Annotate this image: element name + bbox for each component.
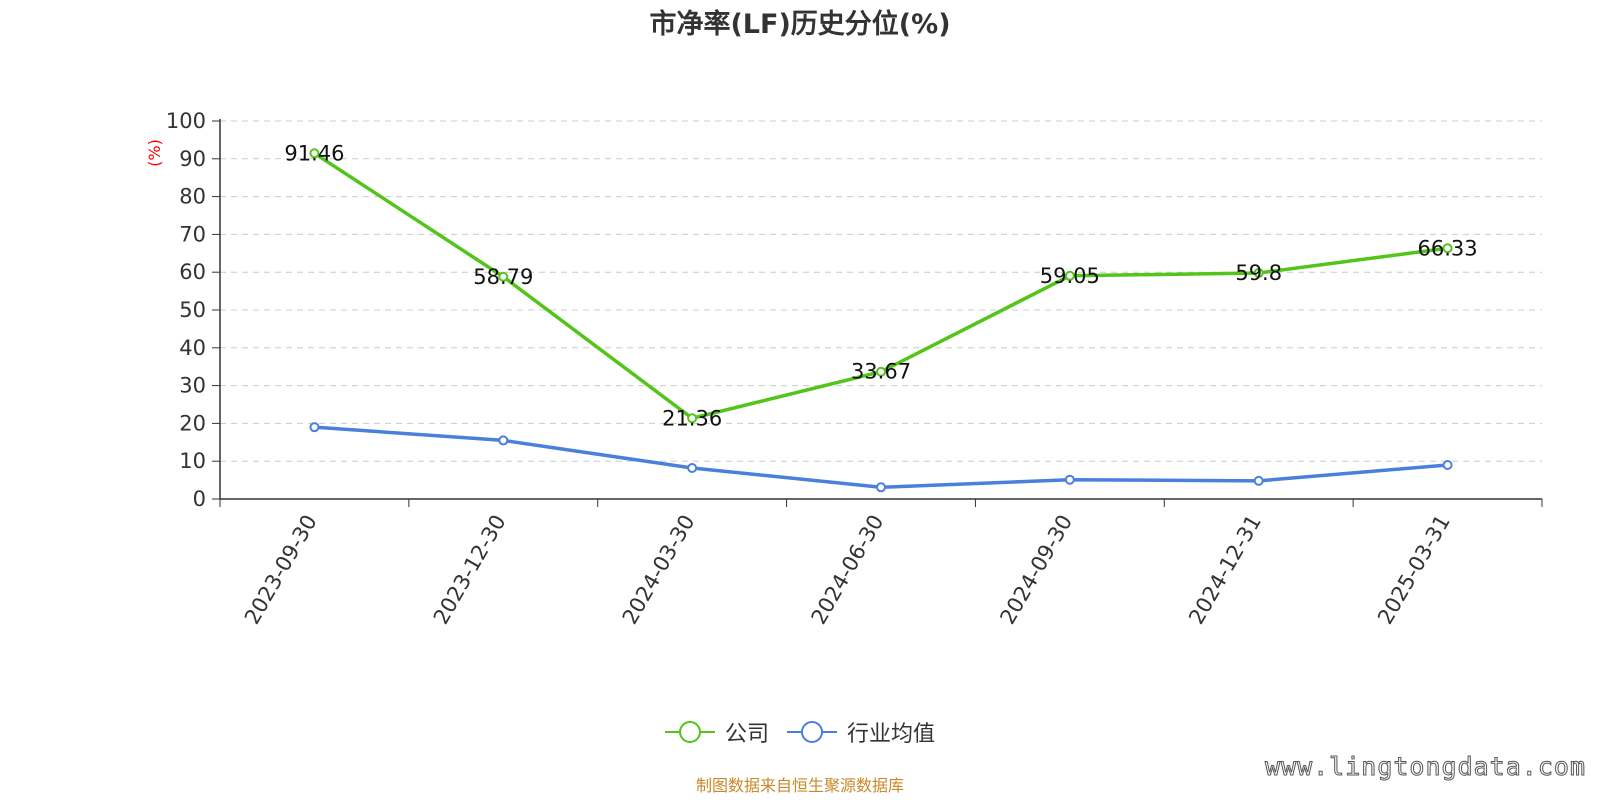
y-tick-label: 100 <box>166 109 206 133</box>
y-tick-label: 30 <box>179 374 206 398</box>
watermark: www.lingtongdata.com <box>1264 752 1586 782</box>
data-label: 59.8 <box>1235 261 1282 285</box>
y-tick-label: 40 <box>179 336 206 360</box>
y-tick-label: 70 <box>179 222 206 246</box>
data-label: 58.79 <box>473 265 533 289</box>
x-tick-label: 2024-06-30 <box>807 511 889 629</box>
data-point <box>498 435 509 446</box>
legend-item-company[interactable]: 公司 <box>664 716 769 748</box>
y-tick-label: 20 <box>179 411 206 435</box>
legend-company-marker-icon <box>664 721 715 743</box>
legend-industry-marker-icon <box>787 721 837 743</box>
x-tick-label: 2024-03-30 <box>618 511 700 629</box>
data-point <box>1253 475 1264 486</box>
data-point <box>687 413 698 424</box>
y-tick-label: 50 <box>179 298 206 322</box>
x-tick-label: 2025-03-31 <box>1373 511 1455 629</box>
x-tick-label: 2024-09-30 <box>995 511 1077 629</box>
y-axis: 0 10 20 30 40 50 60 70 80 90 100 <box>166 109 221 511</box>
data-point <box>687 463 698 474</box>
data-point <box>1064 270 1075 281</box>
series-industry-average <box>309 422 1453 493</box>
data-point <box>1064 474 1075 485</box>
legend-item-industry-average[interactable]: 行业均值 <box>787 716 935 748</box>
y-tick-label: 0 <box>193 487 206 511</box>
x-tick-label: 2023-12-30 <box>429 511 511 629</box>
x-tick-label: 2024-12-31 <box>1184 511 1266 629</box>
y-tick-label: 10 <box>179 449 206 473</box>
x-axis: 2023-09-30 2023-12-30 2024-03-30 2024-06-30… <box>219 498 1543 629</box>
legend-industry-label: 行业均值 <box>847 722 936 747</box>
data-source-note: 制图数据来自恒生聚源数据库 <box>695 776 904 795</box>
data-point <box>1442 243 1453 254</box>
data-point <box>1442 459 1453 470</box>
y-tick-label: 80 <box>179 185 206 209</box>
data-label: 59.05 <box>1040 264 1100 288</box>
y-axis-label: (%) <box>145 139 164 167</box>
x-tick-label: 2023-09-30 <box>240 511 322 629</box>
series-layer: 91.46 58.79 21.36 33.67 59.05 59.8 66.33 <box>284 141 1478 493</box>
y-tick-label: 60 <box>179 260 206 284</box>
data-point <box>876 482 886 493</box>
line-chart: 0 10 20 30 40 50 60 70 80 90 100 2023-09-30 2023-12… <box>145 109 1543 629</box>
data-label: 91.46 <box>284 141 344 165</box>
y-tick-label: 90 <box>179 147 206 171</box>
gridlines <box>220 120 1542 462</box>
legend: 公司 行业均值 <box>0 716 1600 748</box>
data-point <box>498 271 509 282</box>
data-point <box>309 148 320 159</box>
data-label: 66.33 <box>1418 236 1478 260</box>
data-label: 33.67 <box>851 360 911 384</box>
series-line <box>314 425 1448 490</box>
data-label: 21.36 <box>662 406 722 430</box>
legend-company-label: 公司 <box>724 722 769 747</box>
chart-title: 市净率(LF)历史分位(%) <box>649 9 951 40</box>
data-point <box>309 422 320 433</box>
data-point <box>1253 267 1264 278</box>
series-company: 91.46 58.79 21.36 33.67 59.05 59.8 66.33 <box>284 141 1477 430</box>
data-point <box>876 366 886 377</box>
